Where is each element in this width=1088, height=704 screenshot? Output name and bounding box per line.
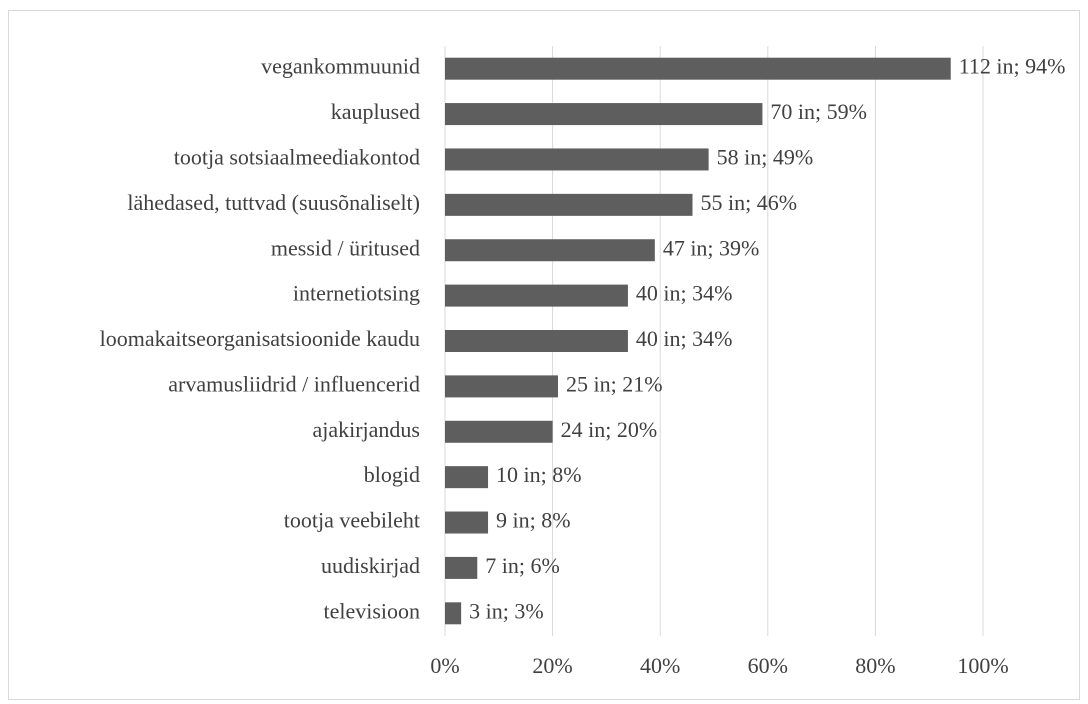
data-label: 7 in; 6%: [485, 553, 560, 578]
y-tick-label: messid / üritused: [271, 235, 420, 260]
y-tick-label: loomakaitseorganisatsioonide kaudu: [100, 326, 420, 351]
chart-border: [8, 10, 1080, 700]
bar: [445, 556, 478, 579]
y-tick-label: kauplused: [331, 99, 420, 124]
y-tick-label: tootja sotsiaalmeediakontod: [174, 145, 420, 170]
data-label: 40 in; 34%: [636, 326, 733, 351]
x-tick-label: 60%: [748, 653, 788, 678]
data-label: 70 in; 59%: [770, 99, 867, 124]
bar: [445, 511, 489, 534]
x-tick-label: 100%: [957, 653, 1008, 678]
x-tick-label: 20%: [532, 653, 572, 678]
bar: [445, 466, 489, 489]
x-tick-label: 40%: [640, 653, 680, 678]
data-label: 3 in; 3%: [469, 598, 544, 623]
bar: [445, 284, 628, 307]
y-tick-label: vegankommuunid: [261, 54, 420, 79]
y-tick-label: tootja veebileht: [284, 508, 420, 533]
data-label: 58 in; 49%: [717, 145, 814, 170]
bar: [445, 239, 655, 262]
bar: [445, 602, 462, 625]
y-tick-label: arvamusliidrid / influencerid: [168, 371, 420, 396]
y-tick-label: ajakirjandus: [312, 417, 420, 442]
data-label: 47 in; 39%: [663, 235, 760, 260]
bar: [445, 375, 558, 398]
data-label: 24 in; 20%: [561, 417, 658, 442]
bar: [445, 103, 763, 126]
data-label: 25 in; 21%: [566, 371, 663, 396]
bar: [445, 330, 628, 352]
bar: [445, 148, 709, 171]
data-label: 10 in; 8%: [496, 462, 582, 487]
data-label: 112 in; 94%: [959, 54, 1066, 79]
y-tick-label: televisioon: [323, 598, 420, 623]
data-label: 40 in; 34%: [636, 281, 733, 306]
bar: [445, 57, 951, 80]
data-label: 55 in; 46%: [700, 190, 797, 215]
data-label: 9 in; 8%: [496, 508, 571, 533]
y-tick-label: blogid: [364, 462, 420, 487]
y-tick-label: internetiotsing: [293, 281, 420, 306]
x-tick-label: 80%: [855, 653, 895, 678]
bar: [445, 193, 693, 216]
y-tick-label: uudiskirjad: [321, 553, 420, 578]
x-tick-label: 0%: [430, 653, 459, 678]
y-tick-label: lähedased, tuttvad (suusõnaliselt): [127, 190, 420, 215]
bar: [445, 420, 553, 443]
